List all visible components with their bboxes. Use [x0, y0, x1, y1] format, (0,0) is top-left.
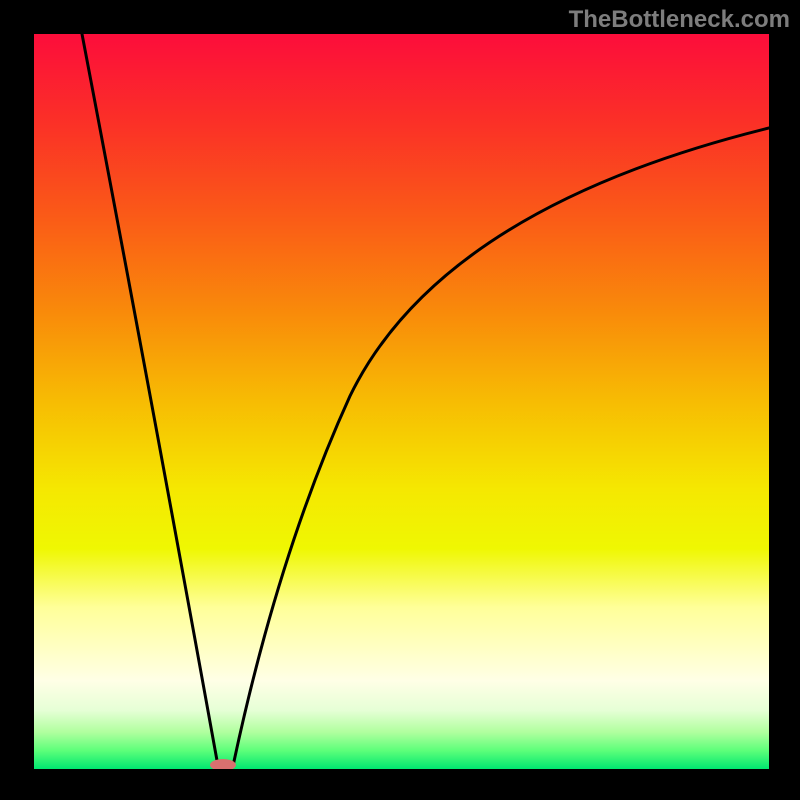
- figure: TheBottleneck.com: [0, 0, 800, 800]
- bottleneck-curve: [34, 34, 769, 769]
- plot-area: [34, 34, 769, 769]
- optimum-marker: [210, 759, 236, 769]
- watermark-text: TheBottleneck.com: [569, 6, 790, 34]
